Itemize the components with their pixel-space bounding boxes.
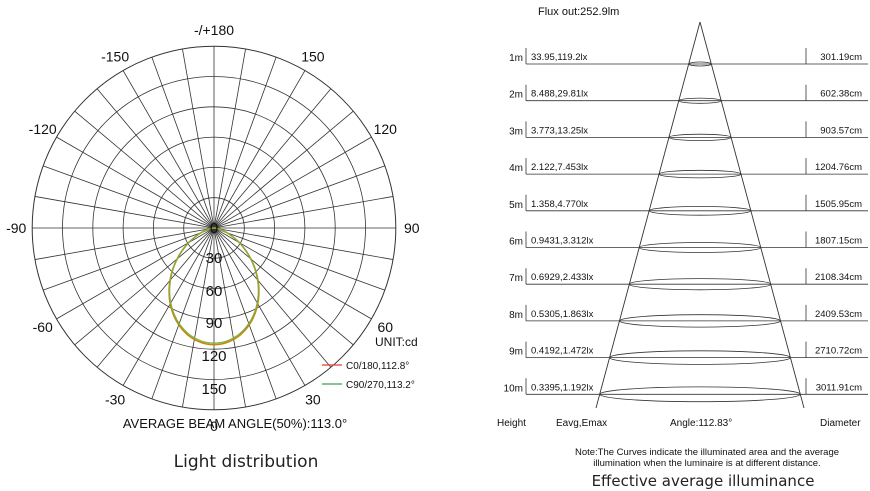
row-diameter: 2409.53cm (815, 309, 862, 320)
radial-label: 90 (206, 315, 223, 332)
row-height: 8m (509, 310, 523, 321)
row-eavg-emax: 33.95,119.2lx (531, 52, 588, 63)
row-eavg-emax: 8.488,29.81lx (531, 89, 588, 100)
radial-label: 150 (201, 381, 226, 398)
row-height: 2m (509, 90, 523, 101)
angle-label: -150 (101, 49, 129, 65)
row-height: 1m (509, 53, 523, 64)
beam-angle-text: AVERAGE BEAM ANGLE(50%):113.0° (123, 416, 347, 431)
row-eavg-emax: 0.9431,3.312lx (531, 236, 594, 247)
row-eavg-emax: 2.122,7.453lx (531, 162, 588, 173)
angle-label: -30 (105, 391, 125, 407)
illuminance-footer: Height Eavg,Emax Angle:112.83° Diameter (497, 418, 861, 429)
radial-label: 60 (206, 283, 223, 300)
flux-out-label: Flux out:252.9lm (538, 6, 619, 18)
row-eavg-emax: 1.358,4.770lx (531, 199, 588, 210)
row-diameter: 2108.34cm (815, 272, 862, 283)
row-height: 9m (509, 347, 523, 358)
row-height: 6m (509, 237, 523, 248)
row-diameter: 2710.72cm (815, 346, 862, 357)
angle-label: -120 (29, 121, 57, 137)
row-diameter: 1505.95cm (815, 199, 862, 210)
angle-label: -60 (33, 319, 53, 335)
angle-label: -/+180 (194, 22, 234, 38)
row-eavg-emax: 0.5305,1.863lx (531, 309, 594, 320)
angle-label: 30 (305, 391, 321, 407)
footer-eavg: Eavg,Emax (556, 418, 607, 429)
radial-label: 120 (201, 348, 226, 365)
row-height: 10m (504, 383, 523, 394)
angle-label: -90 (6, 220, 26, 236)
legend-label-c90: C90/270,113.2° (346, 380, 415, 391)
row-eavg-emax: 0.3395,1.192lx (531, 382, 594, 393)
illuminance-caption: Effective average illuminance (592, 472, 815, 490)
footer-diameter: Diameter (820, 418, 861, 429)
row-diameter: 1204.76cm (815, 162, 862, 173)
polar-radial-labels: 0 30 60 90 120 150 (201, 220, 226, 398)
c90-270-curve (169, 227, 259, 344)
angle-label: 0 (210, 418, 218, 434)
note-line-2: illumination when the luminaire is at di… (593, 458, 820, 469)
row-eavg-emax: 0.6929,2.433lx (531, 272, 594, 283)
note-line-1: Note:The Curves indicate the illuminated… (575, 447, 839, 458)
unit-label: UNIT:cd (375, 335, 418, 349)
row-height: 5m (509, 200, 523, 211)
polar-angle-labels: -/+180 150 -150 120 -120 90 -90 60 -60 30 -30 0 (6, 22, 420, 434)
angle-label: 150 (301, 49, 325, 65)
row-diameter: 602.38cm (820, 89, 862, 100)
row-eavg-emax: 3.773,13.25lx (531, 125, 588, 136)
illuminance-rows: 1m 33.95,119.2lx 301.19cm 2m 8.488,29.81lx 60… (504, 48, 868, 403)
footer-angle: Angle:112.83° (670, 418, 732, 429)
light-distribution-caption: Light distribution (174, 452, 319, 472)
row-height: 3m (509, 126, 523, 137)
row-diameter: 3011.91cm (816, 382, 862, 393)
legend-label-c0: C0/180,112.8° (346, 361, 409, 372)
row-diameter: 1807.15cm (815, 236, 862, 247)
polar-legend: C0/180,112.8° C90/270,113.2° (322, 361, 415, 391)
radial-label: 0 (210, 220, 218, 237)
row-height: 4m (509, 163, 523, 174)
row-diameter: 301.19cm (820, 52, 862, 63)
cone-right-edge (699, 21, 805, 409)
radial-label: 30 (206, 250, 223, 267)
angle-label: 120 (374, 121, 398, 137)
angle-label: 60 (378, 319, 394, 335)
cone-left-edge (595, 21, 701, 409)
row-height: 7m (509, 273, 523, 284)
row-diameter: 903.57cm (820, 125, 862, 136)
row-eavg-emax: 0.4192,1.472lx (531, 346, 594, 357)
footer-height: Height (497, 418, 526, 429)
cone (595, 21, 805, 409)
angle-label: 90 (404, 220, 420, 236)
